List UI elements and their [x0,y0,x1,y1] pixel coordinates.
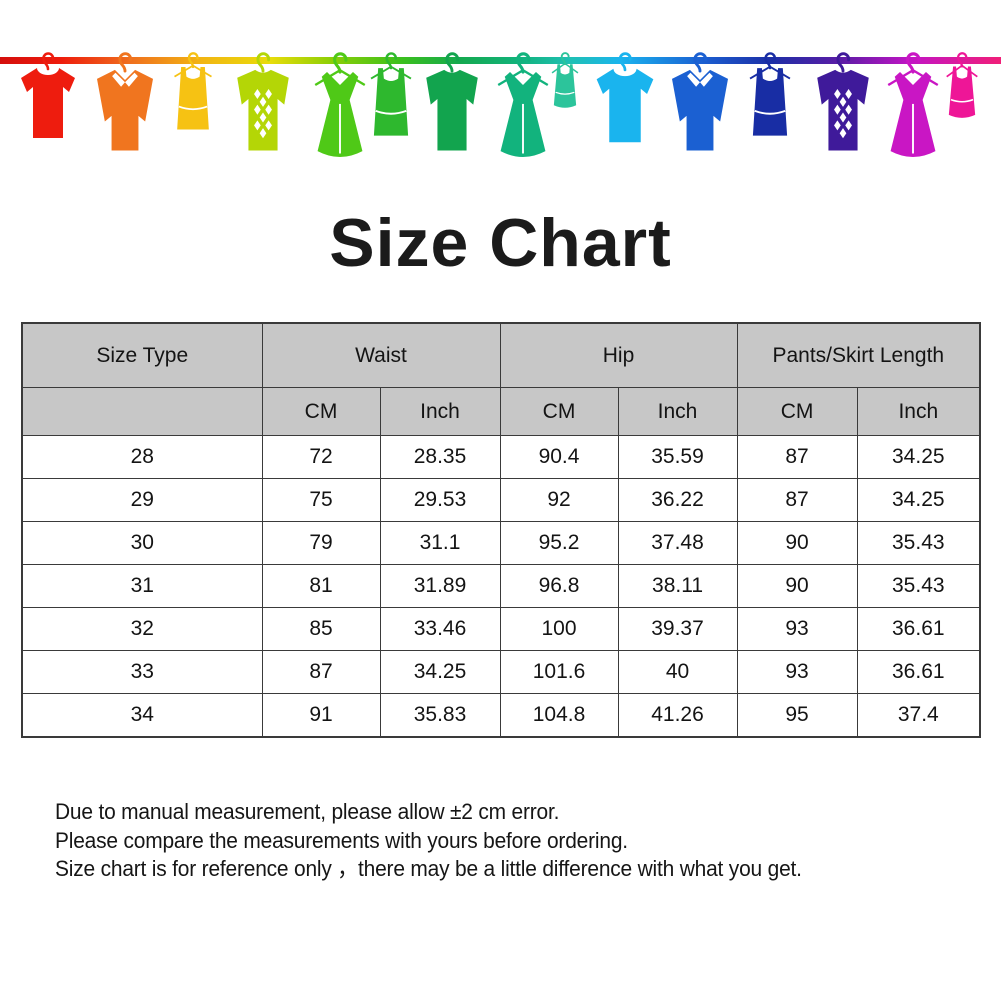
unit-header: CM [499,387,619,436]
unit-header: Inch [379,387,501,436]
value-cell: 90 [736,521,858,565]
value-cell: 34.25 [856,435,981,479]
value-cell: 41.26 [617,693,738,738]
table-row: 30 79 31.1 95.2 37.48 90 35.43 [21,521,981,565]
table-header: Size Type Waist Hip Pants/Skirt Length CM In… [21,322,981,436]
blue-shirt-icon [672,54,728,151]
value-cell: 95.2 [499,521,619,565]
unit-header: CM [736,387,858,436]
size-cell: 32 [21,607,263,651]
size-cell: 33 [21,650,263,694]
value-cell: 81 [261,564,381,608]
red-tshirt-icon [21,54,75,138]
value-cell: 90 [736,564,858,608]
measurement-notes: Due to manual measurement, please allow … [55,798,935,884]
green-dress-icon [315,54,365,157]
value-cell: 37.48 [617,521,738,565]
value-cell: 35.59 [617,435,738,479]
value-cell: 79 [261,521,381,565]
size-cell: 34 [21,693,263,738]
value-cell: 35.43 [856,564,981,608]
value-cell: 38.11 [617,564,738,608]
value-cell: 93 [736,650,858,694]
unit-header: CM [261,387,381,436]
value-cell: 101.6 [499,650,619,694]
size-cell: 30 [21,521,263,565]
empty-header-cell [21,387,263,436]
value-cell: 85 [261,607,381,651]
magenta-dress-icon [888,54,938,157]
value-cell: 90.4 [499,435,619,479]
value-cell: 29.53 [379,478,501,522]
col-group-header: Pants/Skirt Length [736,322,981,388]
yellowgreen-sweater-icon [237,54,289,151]
col-group-header: Waist [261,322,501,388]
size-chart-table: Size Type Waist Hip Pants/Skirt Length CM In… [21,322,982,738]
page-title: Size Chart [329,205,672,281]
value-cell: 75 [261,478,381,522]
value-cell: 36.22 [617,478,738,522]
table-row: 28 72 28.35 90.4 35.59 87 34.25 [21,435,981,479]
unit-header: Inch [856,387,981,436]
value-cell: 28.35 [379,435,501,479]
clothesline-banner [0,0,1001,178]
value-cell: 93 [736,607,858,651]
value-cell: 87 [736,435,858,479]
table-row: 33 87 34.25 101.6 40 93 36.61 [21,650,981,694]
rainbow-line [0,57,1001,64]
size-cell: 28 [21,435,263,479]
note-line: Due to manual measurement, please allow … [55,799,560,824]
green-sweater-icon [426,54,478,151]
cyan-tshirt-icon [597,54,654,143]
orange-shirt-icon [97,54,153,151]
note-line: Please compare the measurements with you… [55,827,628,853]
value-cell: 36.61 [856,650,981,694]
value-cell: 35.43 [856,521,981,565]
value-cell: 35.83 [379,693,501,738]
value-cell: 31.89 [379,564,501,608]
value-cell: 92 [499,478,619,522]
value-cell: 96.8 [499,564,619,608]
table-row: 31 81 31.89 96.8 38.11 90 35.43 [21,564,981,608]
size-cell: 29 [21,478,263,522]
col-group-header: Hip [499,322,738,388]
note-line: Size chart is for reference only ，there … [55,856,802,881]
table-row: 34 91 35.83 104.8 41.26 95 37.4 [21,693,981,738]
value-cell: 95 [736,693,858,738]
navy-tank-icon [750,53,790,135]
value-cell: 33.46 [379,607,501,651]
value-cell: 87 [736,478,858,522]
value-cell: 39.37 [617,607,738,651]
value-cell: 87 [261,650,381,694]
value-cell: 91 [261,693,381,738]
value-cell: 34.25 [856,478,981,522]
value-cell: 34.25 [379,650,501,694]
unit-header: Inch [617,387,738,436]
table-body: 28 72 28.35 90.4 35.59 87 34.25 29 75 29.53 92 36.2… [21,435,981,738]
value-cell: 104.8 [499,693,619,738]
purple-argyle-sweater-icon [817,54,869,151]
table-row: 32 85 33.46 100 39.37 93 36.61 [21,607,981,651]
green-tank-icon [371,53,411,135]
value-cell: 100 [499,607,619,651]
size-cell: 31 [21,564,263,608]
value-cell: 72 [261,435,381,479]
value-cell: 40 [617,650,738,694]
yellow-tank-icon [175,53,212,129]
value-cell: 31.1 [379,521,501,565]
table-row: 29 75 29.53 92 36.22 87 34.25 [21,478,981,522]
col-group-header: Size Type [21,322,263,388]
value-cell: 37.4 [856,693,981,738]
teal-dress-icon [498,54,548,157]
value-cell: 36.61 [856,607,981,651]
